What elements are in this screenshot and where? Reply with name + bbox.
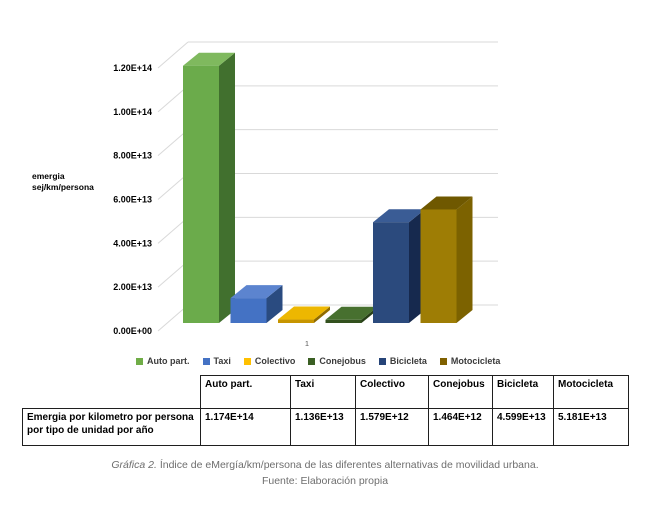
bar-side-taxi xyxy=(266,285,283,323)
bar-side-motocicleta xyxy=(456,196,473,323)
table-value-bicicleta: 4.599E+13 xyxy=(492,408,554,446)
y-axis-title: emergia xyxy=(32,171,65,181)
legend-swatch-icon-colectivo xyxy=(243,357,251,365)
legend-item-taxi: Taxi xyxy=(202,356,231,366)
table-row-label: Emergia por kilometro por persona por ti… xyxy=(22,408,201,446)
table-header-bicicleta: Bicicleta xyxy=(492,375,554,409)
figure-caption: Gráfica 2. Índice de eMergía/km/persona … xyxy=(0,457,650,489)
y-axis-tick-label: 8.00E+13 xyxy=(113,151,152,161)
legend-swatch-icon-bicicleta xyxy=(378,357,386,365)
caption-line-1: Gráfica 2. Índice de eMergía/km/persona … xyxy=(0,457,650,473)
table-header-motocicleta: Motocicleta xyxy=(553,375,629,409)
table-value-colectivo: 1.579E+12 xyxy=(355,408,429,446)
table-value-taxi: 1.136E+13 xyxy=(290,408,356,446)
y-axis-tick-label: 2.00E+13 xyxy=(113,282,152,292)
table-header-auto-part: Auto part. xyxy=(200,375,291,409)
bar-chart-3d: 0.00E+00 2.00E+13 4.00E+13 6.00E+13 8.00E+13… xyxy=(32,41,498,348)
table-header-colectivo: Colectivo xyxy=(355,375,429,409)
table-value-conejobus: 1.464E+12 xyxy=(428,408,493,446)
bar-taxi xyxy=(230,298,267,323)
bar-motocicleta xyxy=(420,209,457,323)
legend-label-conejobus: Conejobus xyxy=(319,356,366,366)
emergy-table-wrap: Auto part. Taxi Colectivo Conejobus Biciclet… xyxy=(22,375,629,446)
chart-legend: Auto part. Taxi Colectivo Conejobus Biciclet… xyxy=(136,354,500,368)
legend-item-auto-part: Auto part. xyxy=(136,356,190,366)
legend-label-bicicleta: Bicicleta xyxy=(389,356,427,366)
caption-figure-number: Gráfica 2. xyxy=(111,459,157,471)
legend-item-colectivo: Colectivo xyxy=(243,356,296,366)
y-axis-tick-label: 6.00E+13 xyxy=(113,195,152,205)
bar-top-auto-part xyxy=(183,52,235,66)
y-axis-tick-label: 1.00E+14 xyxy=(113,107,152,117)
emergy-table: Auto part. Taxi Colectivo Conejobus Biciclet… xyxy=(22,375,629,446)
bar-top-conejobus xyxy=(325,306,378,320)
legend-item-bicicleta: Bicicleta xyxy=(378,356,427,366)
legend-swatch-icon-taxi xyxy=(202,357,210,365)
legend-label-motocicleta: Motocicleta xyxy=(450,356,501,366)
legend-label-auto-part: Auto part. xyxy=(147,356,190,366)
legend-label-taxi: Taxi xyxy=(213,356,231,366)
y-axis-tick-label: 1.20E+14 xyxy=(113,63,152,73)
caption-figure-title: Índice de eMergía/km/persona de las dife… xyxy=(156,459,539,471)
bar-conejobus xyxy=(325,319,362,323)
bar-top-bicicleta xyxy=(373,209,425,223)
bar-side-colectivo xyxy=(314,306,330,323)
legend-swatch-icon-auto-part xyxy=(136,357,143,365)
bar-top-motocicleta xyxy=(420,196,473,210)
bar-top-colectivo xyxy=(278,306,330,320)
table-header-taxi: Taxi xyxy=(290,375,356,409)
table-corner-blank xyxy=(23,376,201,409)
bar-top-taxi xyxy=(230,285,283,299)
bar-colectivo xyxy=(278,319,314,323)
gridline-depth xyxy=(157,41,189,69)
legend-swatch-icon-conejobus xyxy=(308,357,316,365)
y-axis-title: sej/km/persona xyxy=(32,182,94,192)
table-header-row: Auto part. Taxi Colectivo Conejobus Biciclet… xyxy=(23,375,629,409)
bar-bicicleta xyxy=(373,222,409,323)
legend-item-conejobus: Conejobus xyxy=(308,356,366,366)
bar-side-auto-part xyxy=(219,52,235,323)
table-header-conejobus: Conejobus xyxy=(428,375,493,409)
legend-label-colectivo: Colectivo xyxy=(254,356,296,366)
legend-swatch-icon-motocicleta xyxy=(439,357,447,365)
caption-source: Fuente: Elaboración propia xyxy=(261,475,389,487)
legend-item-motocicleta: Motocicleta xyxy=(439,356,501,366)
y-axis-tick-label: 0.00E+00 xyxy=(113,326,152,336)
table-value-motocicleta: 5.181E+13 xyxy=(553,408,629,446)
y-axis-tick-label: 4.00E+13 xyxy=(113,238,152,248)
table-value-auto-part: 1.174E+14 xyxy=(200,408,291,446)
x-axis-category-label: 1 xyxy=(305,339,309,348)
table-data-row: Emergia por kilometro por persona por ti… xyxy=(22,408,629,446)
bar-auto-part xyxy=(183,65,219,323)
